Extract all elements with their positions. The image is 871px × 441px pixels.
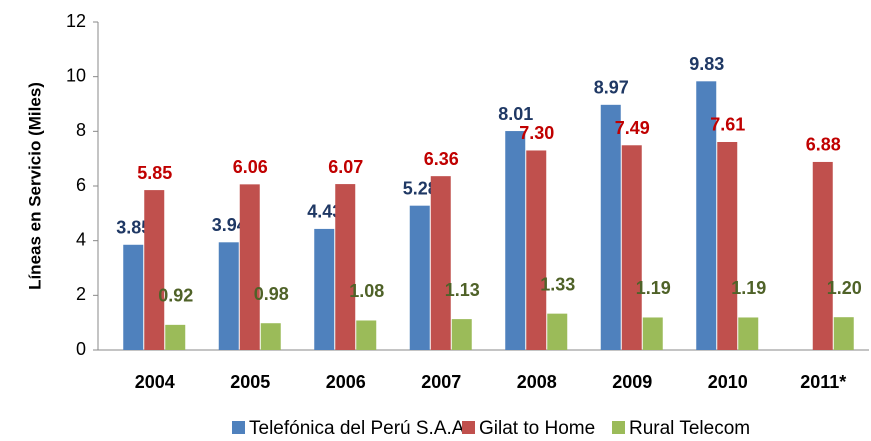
bar xyxy=(144,190,165,350)
data-label: 5.28 xyxy=(403,178,438,198)
bar xyxy=(314,228,335,350)
bar xyxy=(165,324,186,350)
bar xyxy=(642,317,663,350)
legend-label: Telefónica del Perú S.A.A xyxy=(249,418,465,439)
data-label: 3.94 xyxy=(212,215,247,235)
data-label: 7.49 xyxy=(615,118,650,138)
bar xyxy=(600,104,621,350)
bar xyxy=(239,184,260,350)
x-tick-label: 2004 xyxy=(135,372,175,392)
data-label: 1.19 xyxy=(636,278,671,298)
x-tick-label: 2006 xyxy=(326,372,366,392)
data-label: 3.85 xyxy=(116,218,151,238)
bar xyxy=(451,319,472,350)
data-label: 1.13 xyxy=(445,280,480,300)
y-tick-label: 12 xyxy=(66,11,86,31)
y-tick-label: 4 xyxy=(76,229,86,249)
data-label: 1.08 xyxy=(349,281,384,301)
bar xyxy=(738,317,759,350)
data-label: 6.36 xyxy=(424,149,459,169)
data-label: 8.01 xyxy=(498,104,533,124)
data-label: 1.33 xyxy=(540,274,575,294)
bar xyxy=(833,317,854,350)
bar xyxy=(696,81,717,351)
y-tick-label: 10 xyxy=(66,65,86,85)
y-tick-label: 2 xyxy=(76,284,86,304)
bar xyxy=(717,141,738,350)
bar xyxy=(409,205,430,350)
data-label: 1.19 xyxy=(731,278,766,298)
bar xyxy=(621,145,642,350)
x-tick-label: 2009 xyxy=(612,372,652,392)
bar xyxy=(123,244,144,350)
bar xyxy=(505,131,526,350)
data-label: 0.98 xyxy=(254,284,289,304)
x-tick-label: 2010 xyxy=(708,372,748,392)
bar xyxy=(356,320,377,350)
x-tick-label: 2005 xyxy=(230,372,270,392)
bar xyxy=(526,150,547,350)
bar xyxy=(335,184,356,350)
y-tick-label: 6 xyxy=(76,175,86,195)
data-label: 7.30 xyxy=(519,123,554,143)
data-label: 8.97 xyxy=(594,78,629,98)
x-tick-label: 2007 xyxy=(421,372,461,392)
y-axis-title: Líneas en Servicio (Miles) xyxy=(25,82,44,290)
data-label: 6.88 xyxy=(806,135,841,155)
legend-swatch xyxy=(612,421,625,434)
bar xyxy=(812,161,833,350)
bar xyxy=(218,242,239,350)
data-label: 5.85 xyxy=(137,163,172,183)
legend-label: Gilat to Home xyxy=(479,418,595,439)
data-label: 6.06 xyxy=(233,157,268,177)
y-tick-label: 8 xyxy=(76,120,86,140)
data-label: 4.43 xyxy=(307,202,342,222)
x-tick-label: 2011* xyxy=(800,372,846,392)
data-label: 7.61 xyxy=(710,115,745,135)
legend-label: Rural Telecom xyxy=(629,418,750,439)
y-tick-label: 0 xyxy=(76,339,86,359)
data-label: 6.07 xyxy=(328,157,363,177)
legend-swatch xyxy=(462,421,475,434)
bar xyxy=(260,323,281,350)
bar xyxy=(430,176,451,350)
bar xyxy=(547,313,568,350)
data-label: 9.83 xyxy=(689,54,724,74)
data-label: 0.92 xyxy=(158,286,193,306)
data-label: 1.20 xyxy=(827,278,862,298)
legend-swatch xyxy=(232,421,245,434)
x-tick-label: 2008 xyxy=(517,372,557,392)
